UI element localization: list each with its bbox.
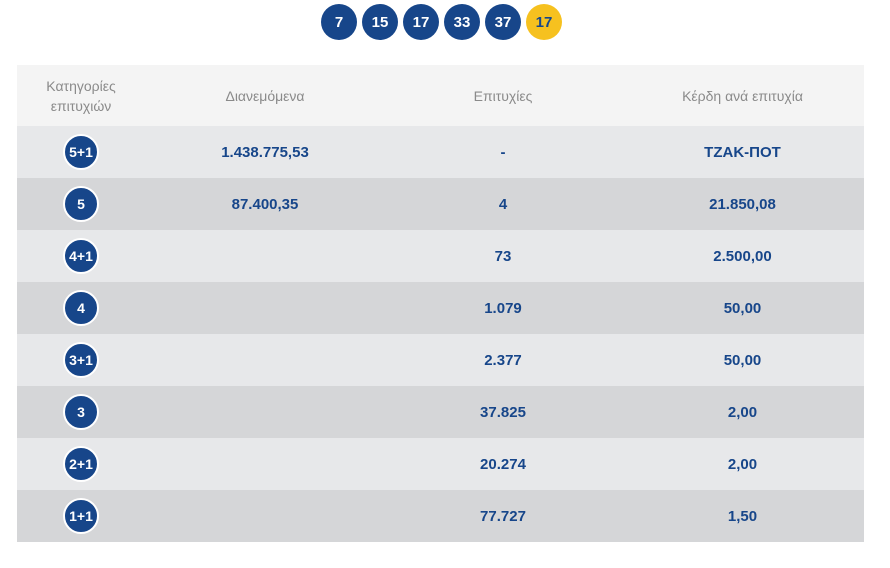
table-row: 3+1 2.377 50,00 — [17, 334, 864, 386]
prize-cell: 2,00 — [727, 455, 758, 473]
prize-cell: 50,00 — [723, 351, 762, 369]
header-winners: Επιτυχίες — [473, 87, 533, 104]
category-badge: 3 — [63, 394, 99, 430]
category-badge: 4+1 — [63, 238, 99, 274]
prize-cell: 2.500,00 — [713, 247, 772, 265]
table-row: 5+1 1.438.775,53 - ΤΖΑΚ-ΠΟΤ — [17, 126, 864, 178]
distributed-cell: 1.438.775,53 — [221, 143, 309, 161]
number-ball: 17 — [403, 4, 439, 40]
table-row: 4 1.079 50,00 — [17, 282, 864, 334]
prize-table: Κατηγορίες επιτυχιών Διανεμόμενα Επιτυχί… — [17, 65, 864, 542]
category-badge: 2+1 — [63, 446, 99, 482]
category-badge: 4 — [63, 290, 99, 326]
winners-cell: 4 — [498, 195, 508, 213]
distributed-cell: 87.400,35 — [231, 195, 299, 213]
category-badge: 5+1 — [63, 134, 99, 170]
winners-cell: 2.377 — [484, 351, 522, 369]
table-row: 5 87.400,35 4 21.850,08 — [17, 178, 864, 230]
table-row: 1+1 77.727 1,50 — [17, 490, 864, 542]
category-badge: 5 — [63, 186, 99, 222]
table-row: 2+1 20.274 2,00 — [17, 438, 864, 490]
winners-cell: 1.079 — [484, 299, 522, 317]
header-distributed: Διανεμόμενα — [225, 87, 305, 104]
number-ball: 7 — [321, 4, 357, 40]
drawn-numbers: 7 15 17 33 37 17 — [321, 4, 562, 40]
prize-cell: 1,50 — [727, 507, 758, 525]
bonus-number-ball: 17 — [526, 4, 562, 40]
table-row: 3 37.825 2,00 — [17, 386, 864, 438]
prize-cell: 2,00 — [727, 403, 758, 421]
category-badge: 1+1 — [63, 498, 99, 534]
winners-cell: - — [500, 143, 506, 161]
header-prize: Κέρδη ανά επιτυχία — [682, 87, 803, 104]
header-category-label: Κατηγορίες επιτυχιών — [46, 77, 116, 114]
number-ball: 33 — [444, 4, 480, 40]
winners-cell: 37.825 — [480, 403, 526, 421]
prize-cell: 50,00 — [723, 299, 762, 317]
number-ball: 15 — [362, 4, 398, 40]
table-row: 4+1 73 2.500,00 — [17, 230, 864, 282]
winners-cell: 73 — [494, 247, 512, 265]
table-header: Κατηγορίες επιτυχιών Διανεμόμενα Επιτυχί… — [17, 65, 864, 126]
prize-cell: 21.850,08 — [709, 195, 776, 213]
winners-cell: 77.727 — [480, 507, 526, 525]
prize-cell: ΤΖΑΚ-ΠΟΤ — [704, 143, 781, 161]
winners-cell: 20.274 — [480, 455, 526, 473]
number-ball: 37 — [485, 4, 521, 40]
header-category: Κατηγορίες επιτυχιών — [17, 76, 145, 116]
category-badge: 3+1 — [63, 342, 99, 378]
